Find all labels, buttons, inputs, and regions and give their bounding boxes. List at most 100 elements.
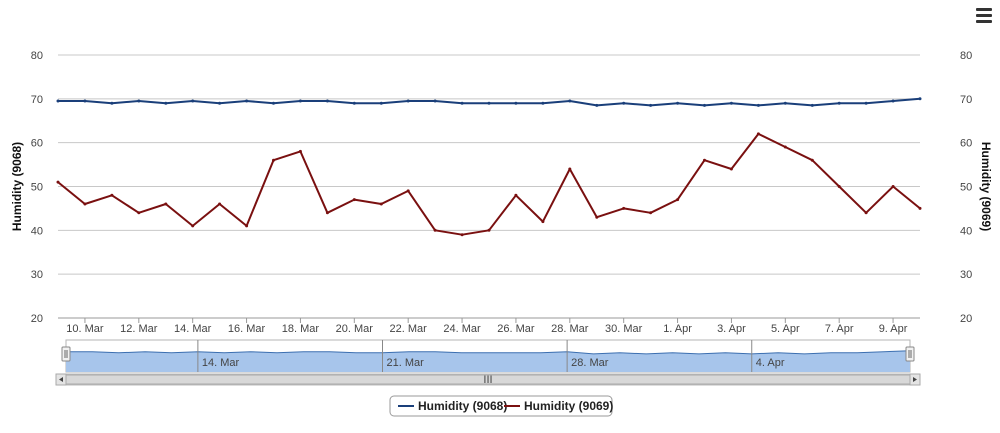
- series-line-2: [57, 132, 921, 236]
- data-point-series-2: [56, 180, 60, 184]
- hamburger-menu-icon[interactable]: [976, 8, 992, 24]
- data-point-series-2: [110, 193, 114, 197]
- navigator-right-handle[interactable]: [905, 346, 915, 362]
- y-left-axis-title: Humidity (9068): [10, 142, 24, 231]
- data-point-series-2: [568, 167, 572, 171]
- data-point-series-2: [783, 145, 787, 149]
- data-point-series-1: [83, 99, 87, 103]
- navigator-label: 14. Mar: [202, 357, 240, 369]
- data-point-series-1: [379, 101, 383, 105]
- data-point-series-2: [595, 215, 599, 219]
- data-point-series-2: [487, 228, 491, 232]
- data-point-series-1: [756, 103, 760, 107]
- x-tick-label: 26. Mar: [497, 323, 535, 335]
- data-point-series-1: [837, 101, 841, 105]
- data-point-series-1: [487, 101, 491, 105]
- data-point-series-1: [191, 99, 195, 103]
- data-point-series-1: [864, 101, 868, 105]
- x-tick-label: 9. Apr: [879, 323, 908, 335]
- x-tick-label: 28. Mar: [551, 323, 589, 335]
- data-point-series-1: [891, 99, 895, 103]
- data-point-series-1: [918, 97, 922, 101]
- navigator-line: [66, 350, 911, 355]
- y-right-tick-label: 50: [960, 182, 972, 194]
- data-point-series-2: [460, 233, 464, 237]
- data-point-series-2: [676, 198, 680, 202]
- data-point-series-2: [325, 211, 329, 215]
- data-point-series-2: [649, 211, 653, 215]
- navigator-area: [66, 350, 910, 372]
- data-point-series-2: [191, 224, 195, 228]
- data-point-series-2: [622, 206, 626, 210]
- y-right-tick-label: 60: [960, 138, 972, 150]
- y-right-tick-label: 80: [960, 50, 972, 62]
- x-tick-label: 12. Mar: [120, 323, 158, 335]
- data-point-series-1: [406, 99, 410, 103]
- data-point-series-2: [164, 202, 168, 206]
- y-left-tick-label: 60: [31, 138, 43, 150]
- arrow-left-icon: [59, 377, 63, 382]
- data-point-series-2: [406, 189, 410, 193]
- navigator-label: 21. Mar: [387, 357, 425, 369]
- y-right-tick-label: 20: [960, 313, 972, 325]
- data-point-series-1: [56, 99, 60, 103]
- data-point-series-1: [298, 99, 302, 103]
- scrollbar-grip: III: [483, 374, 492, 386]
- data-point-series-2: [245, 224, 249, 228]
- x-tick-label: 10. Mar: [66, 323, 104, 335]
- y-right-tick-label: 40: [960, 225, 972, 237]
- navigator-label: 28. Mar: [571, 357, 609, 369]
- data-point-series-1: [703, 103, 706, 107]
- data-point-series-2: [837, 185, 841, 188]
- data-point-series-1: [676, 101, 680, 105]
- data-point-series-2: [864, 211, 868, 215]
- data-point-series-1: [272, 101, 275, 105]
- data-point-series-1: [514, 101, 518, 105]
- data-point-series-2: [272, 158, 275, 162]
- legend-item-1: Humidity (9068): [418, 399, 507, 413]
- x-tick-label: 20. Mar: [336, 323, 374, 335]
- y-right-axis-title: Humidity (9069): [979, 142, 993, 231]
- data-point-series-2: [514, 193, 518, 197]
- x-tick-label: 22. Mar: [390, 323, 428, 335]
- data-point-series-2: [83, 202, 87, 206]
- data-point-series-1: [433, 99, 437, 103]
- data-point-series-1: [218, 101, 222, 105]
- x-tick-label: 14. Mar: [174, 323, 212, 335]
- data-point-series-2: [756, 132, 760, 136]
- x-tick-label: 1. Apr: [663, 323, 692, 335]
- y-left-tick-label: 70: [31, 94, 43, 106]
- legend-box: [389, 395, 613, 417]
- navigator-label: 4. Apr: [756, 357, 785, 369]
- legend-item-2: Humidity (9069): [524, 399, 613, 413]
- data-point-series-1: [783, 101, 787, 105]
- data-point-series-2: [810, 158, 814, 162]
- data-point-series-1: [164, 101, 168, 105]
- data-point-series-1: [110, 101, 114, 105]
- data-point-series-2: [891, 185, 895, 188]
- data-point-series-1: [729, 101, 733, 105]
- data-point-series-1: [352, 101, 356, 105]
- data-point-series-2: [433, 228, 437, 232]
- data-point-series-1: [810, 103, 814, 107]
- x-tick-label: 5. Apr: [771, 323, 800, 335]
- data-point-series-1: [460, 101, 464, 105]
- data-point-series-2: [137, 211, 141, 215]
- x-tick-label: 30. Mar: [605, 323, 643, 335]
- data-point-series-2: [729, 167, 733, 171]
- data-point-series-1: [325, 99, 329, 103]
- data-point-series-1: [595, 103, 599, 107]
- data-point-series-2: [918, 206, 922, 210]
- data-point-series-2: [379, 202, 383, 206]
- data-point-series-2: [218, 202, 222, 206]
- data-point-series-1: [622, 101, 626, 105]
- navigator-left-handle[interactable]: [61, 346, 71, 362]
- data-point-series-1: [568, 99, 572, 103]
- data-point-series-1: [245, 99, 249, 103]
- data-point-series-1: [541, 101, 545, 105]
- x-tick-label: 3. Apr: [717, 323, 746, 335]
- x-tick-label: 16. Mar: [228, 323, 266, 335]
- data-point-series-2: [541, 220, 545, 224]
